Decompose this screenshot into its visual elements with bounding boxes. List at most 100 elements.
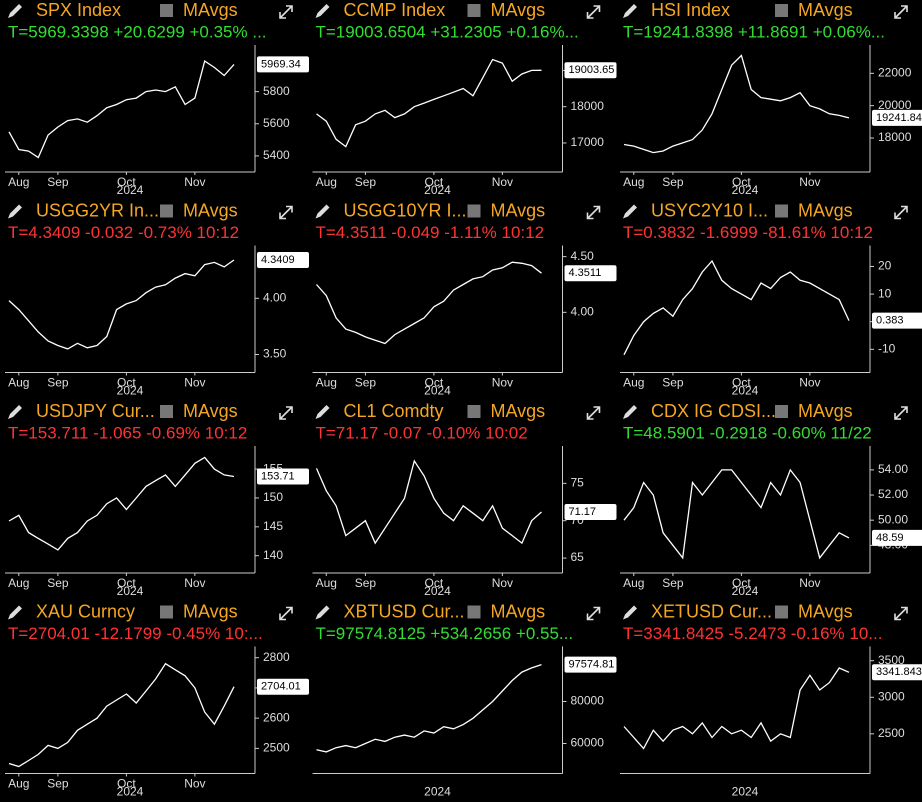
expand-icon[interactable]: [279, 5, 293, 19]
last-price-box: [257, 56, 309, 73]
x-axis-label: 2024: [732, 183, 759, 197]
x-tick-label: Aug: [623, 175, 644, 189]
chart-title: XAU Curncy: [36, 601, 135, 621]
x-tick-label: Nov: [184, 376, 205, 390]
edit-icon: [315, 405, 330, 419]
studies-toggle[interactable]: [160, 405, 173, 418]
x-axis-label: 2024: [732, 384, 759, 398]
studies-label[interactable]: MAvgs: [798, 401, 853, 421]
expand-icon[interactable]: [586, 406, 601, 420]
x-tick-label: Nov: [184, 576, 205, 590]
x-tick-label: Aug: [8, 777, 29, 791]
edit-icon: [8, 4, 22, 18]
studies-label[interactable]: MAvgs: [491, 0, 546, 20]
last-price-label: 97574.81: [569, 658, 615, 670]
studies-label[interactable]: MAvgs: [183, 401, 238, 421]
last-price-label: 2704.01: [261, 681, 301, 693]
y-tick-label: 17000: [571, 135, 605, 149]
x-tick-label: Aug: [316, 175, 337, 189]
studies-label[interactable]: MAvgs: [491, 401, 546, 421]
y-tick-label: 5600: [263, 116, 290, 130]
y-tick-label: 5800: [263, 84, 290, 98]
studies-label[interactable]: MAvgs: [491, 601, 546, 621]
studies-toggle[interactable]: [775, 204, 788, 218]
y-tick-label: 3500: [878, 653, 905, 667]
y-tick-label: 10: [878, 286, 892, 300]
studies-toggle[interactable]: [467, 605, 481, 619]
edit-icon: [8, 405, 22, 419]
x-tick-label: Sep: [47, 576, 69, 590]
studies-label[interactable]: MAvgs: [798, 601, 853, 621]
quote-line: T=3341.8425 -5.2473 -0.16% 10...: [623, 624, 882, 643]
edit-icon: [623, 605, 637, 620]
y-tick-label: 20: [878, 259, 892, 273]
studies-label[interactable]: MAvgs: [798, 200, 853, 220]
last-price-box: [564, 656, 617, 673]
last-price-box: [872, 109, 922, 126]
x-tick-label: Nov: [799, 376, 820, 390]
x-tick-label: Nov: [492, 576, 513, 590]
expand-icon[interactable]: [894, 205, 908, 220]
studies-toggle[interactable]: [775, 4, 788, 17]
studies-label[interactable]: MAvgs: [183, 0, 238, 20]
studies-toggle[interactable]: [467, 4, 481, 17]
chart-panel: USGG10YR I... MAvgs T=4.3511 -0.049 -1.11%…: [312, 200, 617, 398]
chart-title: SPX Index: [36, 0, 121, 20]
last-price-box: [257, 678, 309, 695]
price-line: [623, 54, 850, 154]
x-tick-label: Aug: [623, 576, 644, 590]
expand-icon[interactable]: [279, 205, 293, 220]
studies-toggle[interactable]: [775, 605, 788, 619]
last-price-box: [872, 664, 922, 681]
y-tick-label: 2500: [263, 741, 290, 755]
quote-line: T=4.3511 -0.049 -1.11% 10:12: [316, 223, 545, 242]
last-price-label: 4.3511: [569, 267, 602, 279]
expand-icon[interactable]: [586, 5, 601, 19]
expand-icon[interactable]: [894, 606, 908, 621]
studies-label[interactable]: MAvgs: [183, 601, 238, 621]
studies-label[interactable]: MAvgs: [183, 200, 238, 220]
studies-toggle[interactable]: [467, 405, 481, 418]
x-tick-label: Sep: [662, 376, 684, 390]
chart-title: USDJPY Cur...: [36, 401, 155, 421]
x-tick-label: Oct: [117, 777, 136, 791]
quote-line: T=48.5901 -0.2918 -0.60% 11/22: [623, 423, 872, 442]
chart-title: XBTUSD Cur...: [344, 601, 465, 621]
last-price-box: [872, 529, 922, 546]
y-tick-label: 2500: [878, 726, 905, 740]
x-tick-label: Aug: [316, 376, 337, 390]
expand-icon[interactable]: [894, 5, 908, 19]
expand-icon[interactable]: [894, 406, 908, 420]
expand-icon[interactable]: [279, 406, 293, 420]
last-price-label: 153.71: [261, 470, 295, 482]
expand-icon[interactable]: [586, 205, 601, 220]
studies-toggle[interactable]: [775, 405, 788, 418]
studies-label[interactable]: MAvgs: [798, 0, 853, 20]
last-price-label: 19003.65: [569, 64, 615, 76]
last-price-label: 19241.84: [876, 112, 922, 124]
y-tick-label: 150: [263, 490, 283, 504]
y-tick-label: 80000: [571, 694, 605, 708]
expand-icon[interactable]: [279, 606, 293, 621]
x-tick-label: Sep: [662, 576, 684, 590]
expand-icon[interactable]: [586, 606, 601, 621]
quote-line: T=19241.8398 +11.8691 +0.06%...: [623, 22, 885, 41]
studies-toggle[interactable]: [160, 204, 173, 218]
x-tick-label: Oct: [732, 376, 751, 390]
quote-line: T=5969.3398 +20.6299 +0.35% ...: [8, 22, 267, 41]
last-price-label: 71.17: [569, 506, 597, 518]
x-tick-label: Sep: [355, 376, 377, 390]
chart-title: XETUSD Cur...: [651, 601, 772, 621]
x-axis-label: 2024: [424, 183, 451, 197]
studies-toggle[interactable]: [160, 605, 173, 619]
studies-toggle[interactable]: [160, 4, 173, 17]
y-tick-label: 18000: [878, 130, 912, 144]
studies-toggle[interactable]: [467, 204, 481, 218]
y-tick-label: 4.50: [571, 249, 595, 263]
chart-panel: XAU Curncy MAvgs T=2704.01 -12.1799 -0.45%…: [5, 601, 309, 799]
x-axis-label: 2024: [732, 584, 759, 598]
edit-icon: [315, 605, 330, 620]
studies-label[interactable]: MAvgs: [491, 200, 546, 220]
quote-line: T=71.17 -0.07 -0.10% 10:02: [316, 423, 528, 442]
